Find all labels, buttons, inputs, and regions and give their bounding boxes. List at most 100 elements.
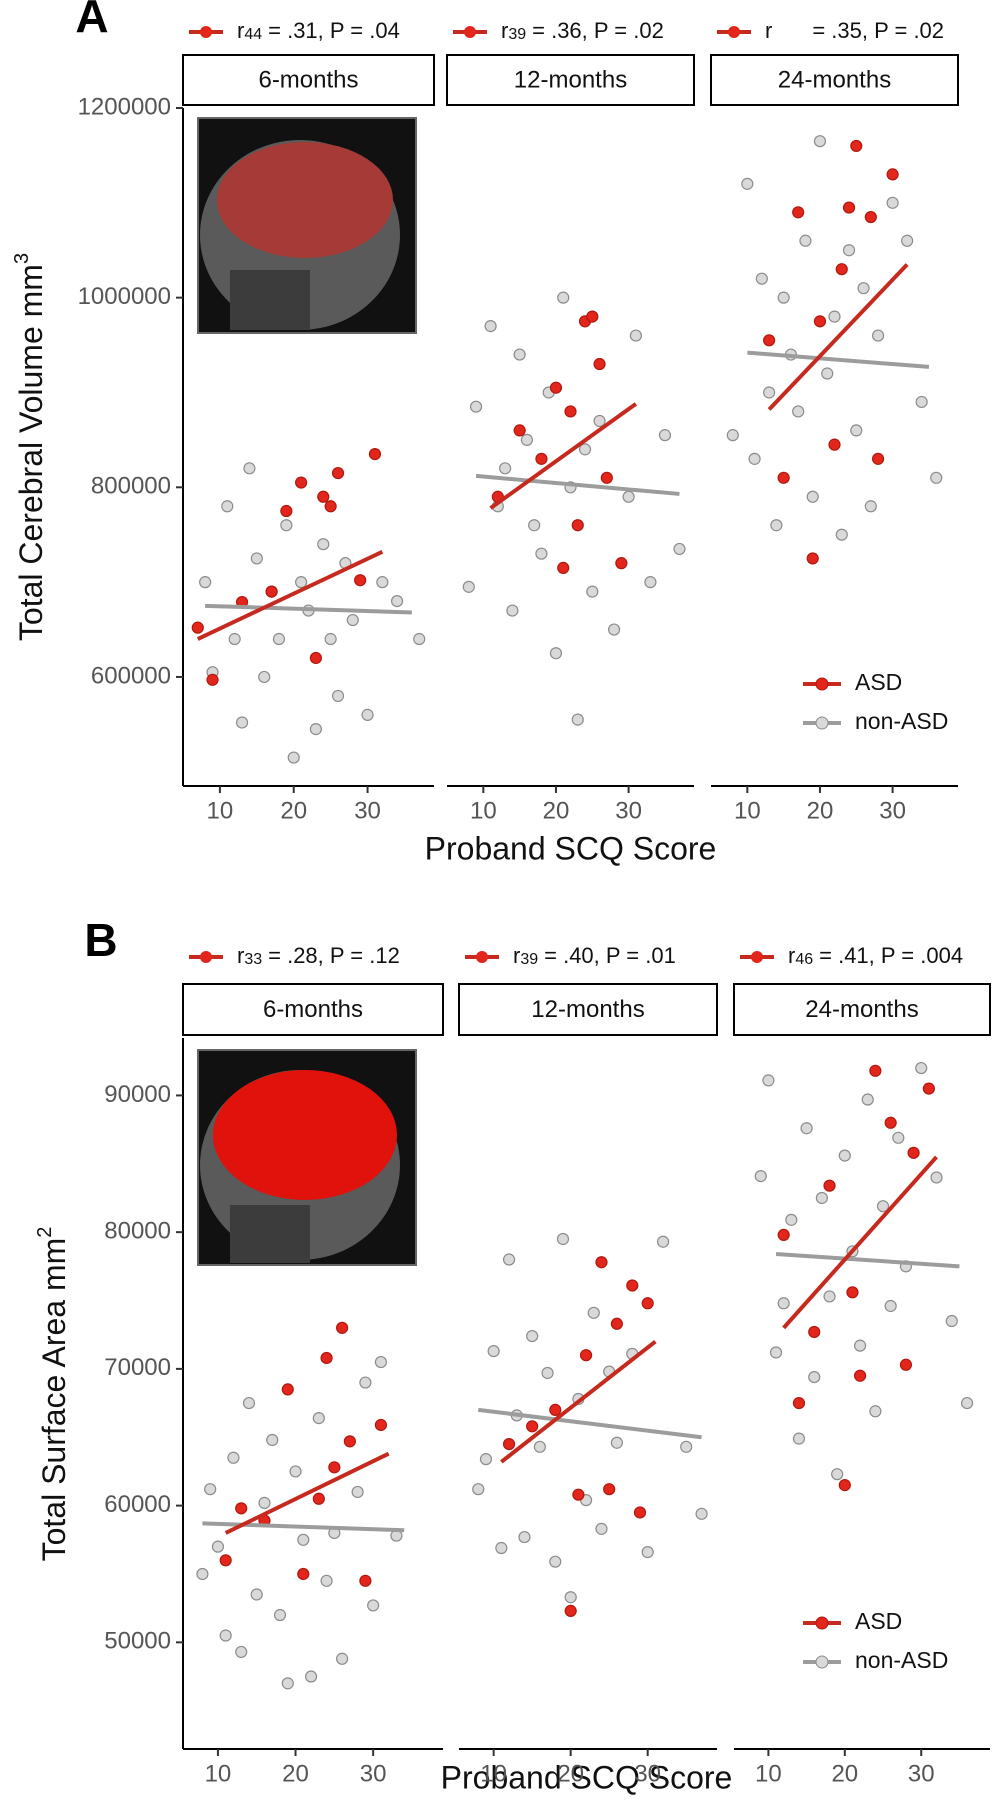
x-axis-title: Proband SCQ Score: [425, 830, 717, 866]
facet-title: 12-months: [514, 66, 627, 93]
data-point: [289, 1465, 302, 1478]
data-point: [886, 196, 899, 209]
legend-dot: [815, 1616, 829, 1630]
data-point: [211, 1540, 225, 1553]
data-point: [823, 1179, 836, 1192]
data-point: [502, 1437, 516, 1451]
annotation-stat: = .28, P = .12: [268, 943, 400, 968]
data-point: [876, 1200, 890, 1213]
x-axis-title: Proband SCQ Score: [441, 1759, 733, 1795]
legend-dot: [815, 716, 829, 730]
fit-line: [500, 1339, 657, 1464]
data-point: [312, 1412, 325, 1425]
y-axis-title: Total Cerebral Volume mm3: [11, 253, 49, 641]
data-point: [320, 1351, 333, 1365]
data-point: [309, 651, 322, 665]
data-point: [557, 291, 570, 304]
data-point: [846, 1286, 859, 1299]
facet-strip: [182, 54, 435, 106]
annotation-icon-dot: [728, 26, 740, 38]
data-point: [595, 1522, 608, 1535]
data-point: [930, 1171, 943, 1184]
data-point: [644, 576, 657, 589]
data-point: [641, 1297, 654, 1310]
legend-label: ASD: [855, 669, 902, 695]
data-point: [853, 1369, 867, 1382]
data-point: [235, 716, 249, 729]
annotation: r44 = .31, P = .04: [237, 18, 400, 43]
data-point: [528, 519, 541, 532]
data-point: [331, 466, 345, 480]
data-point: [892, 1131, 905, 1144]
facet-title: 6-months: [263, 996, 363, 1023]
data-point: [266, 1433, 279, 1447]
data-point: [280, 504, 293, 518]
data-point: [243, 462, 256, 475]
data-point: [295, 476, 308, 489]
data-point: [564, 1604, 577, 1618]
data-point: [320, 1574, 333, 1587]
data-point: [502, 1253, 516, 1266]
data-point: [615, 557, 628, 570]
data-point: [835, 528, 848, 541]
data-point: [281, 1677, 294, 1690]
panel-label: A: [75, 0, 108, 42]
annotation-r: r: [513, 943, 520, 968]
data-point: [281, 1383, 294, 1396]
fit-line: [224, 1451, 390, 1535]
mri-image-b: [197, 1049, 417, 1266]
data-point: [907, 1146, 920, 1159]
data-point: [312, 1492, 325, 1505]
y-tick-label: 80000: [104, 1218, 171, 1245]
data-point: [462, 580, 475, 593]
data-point: [317, 538, 330, 551]
data-point: [593, 414, 606, 428]
annotation-r: r: [237, 18, 244, 43]
data-point: [899, 1358, 913, 1371]
data-point: [835, 263, 848, 276]
data-point: [842, 201, 856, 214]
data-point: [556, 1232, 570, 1246]
data-point: [823, 1290, 836, 1303]
data-point: [564, 1591, 577, 1604]
x-tick-label: 10: [470, 797, 497, 824]
data-point: [390, 594, 404, 608]
data-point: [469, 400, 483, 413]
x-tick-label: 10: [755, 1760, 782, 1787]
y-tick-label: 50000: [104, 1628, 171, 1655]
x-tick-label: 30: [634, 1760, 661, 1787]
x-tick-label: 10: [205, 1760, 232, 1787]
data-point: [520, 433, 534, 446]
x-tick-label: 20: [543, 797, 570, 824]
data-point: [199, 576, 212, 589]
annotation-stat: = .41, P = .004: [819, 943, 963, 968]
data-point: [610, 1317, 623, 1330]
data-point: [800, 1122, 813, 1135]
x-tick-label: 10: [480, 1760, 507, 1787]
data-point: [359, 1376, 372, 1389]
y-axis-title-main: Total Surface Area mm: [36, 1238, 72, 1562]
fit-line: [205, 603, 412, 615]
data-point: [227, 1451, 240, 1464]
facet-strip: [458, 983, 718, 1036]
data-point: [258, 670, 271, 684]
data-point: [328, 1461, 341, 1474]
facet-title: 12-months: [531, 996, 644, 1023]
mri-image-a: [197, 117, 417, 334]
data-point: [741, 177, 754, 190]
data-point: [479, 1453, 493, 1466]
annotation: r39 = .40, P = .01: [513, 943, 676, 968]
data-point: [626, 1279, 639, 1292]
annotation-icon-dot: [751, 951, 763, 963]
data-point: [250, 1588, 263, 1601]
y-axis-title-main: Total Cerebral Volume mm: [13, 264, 49, 641]
fit-line: [202, 1521, 405, 1533]
data-point: [808, 1325, 821, 1339]
data-point: [549, 1555, 562, 1568]
data-point: [343, 1435, 356, 1448]
data-point: [472, 1483, 485, 1496]
data-point: [258, 1496, 271, 1509]
data-point: [641, 1546, 654, 1559]
data-point: [331, 689, 345, 703]
x-tick-label: 30: [908, 1760, 935, 1787]
